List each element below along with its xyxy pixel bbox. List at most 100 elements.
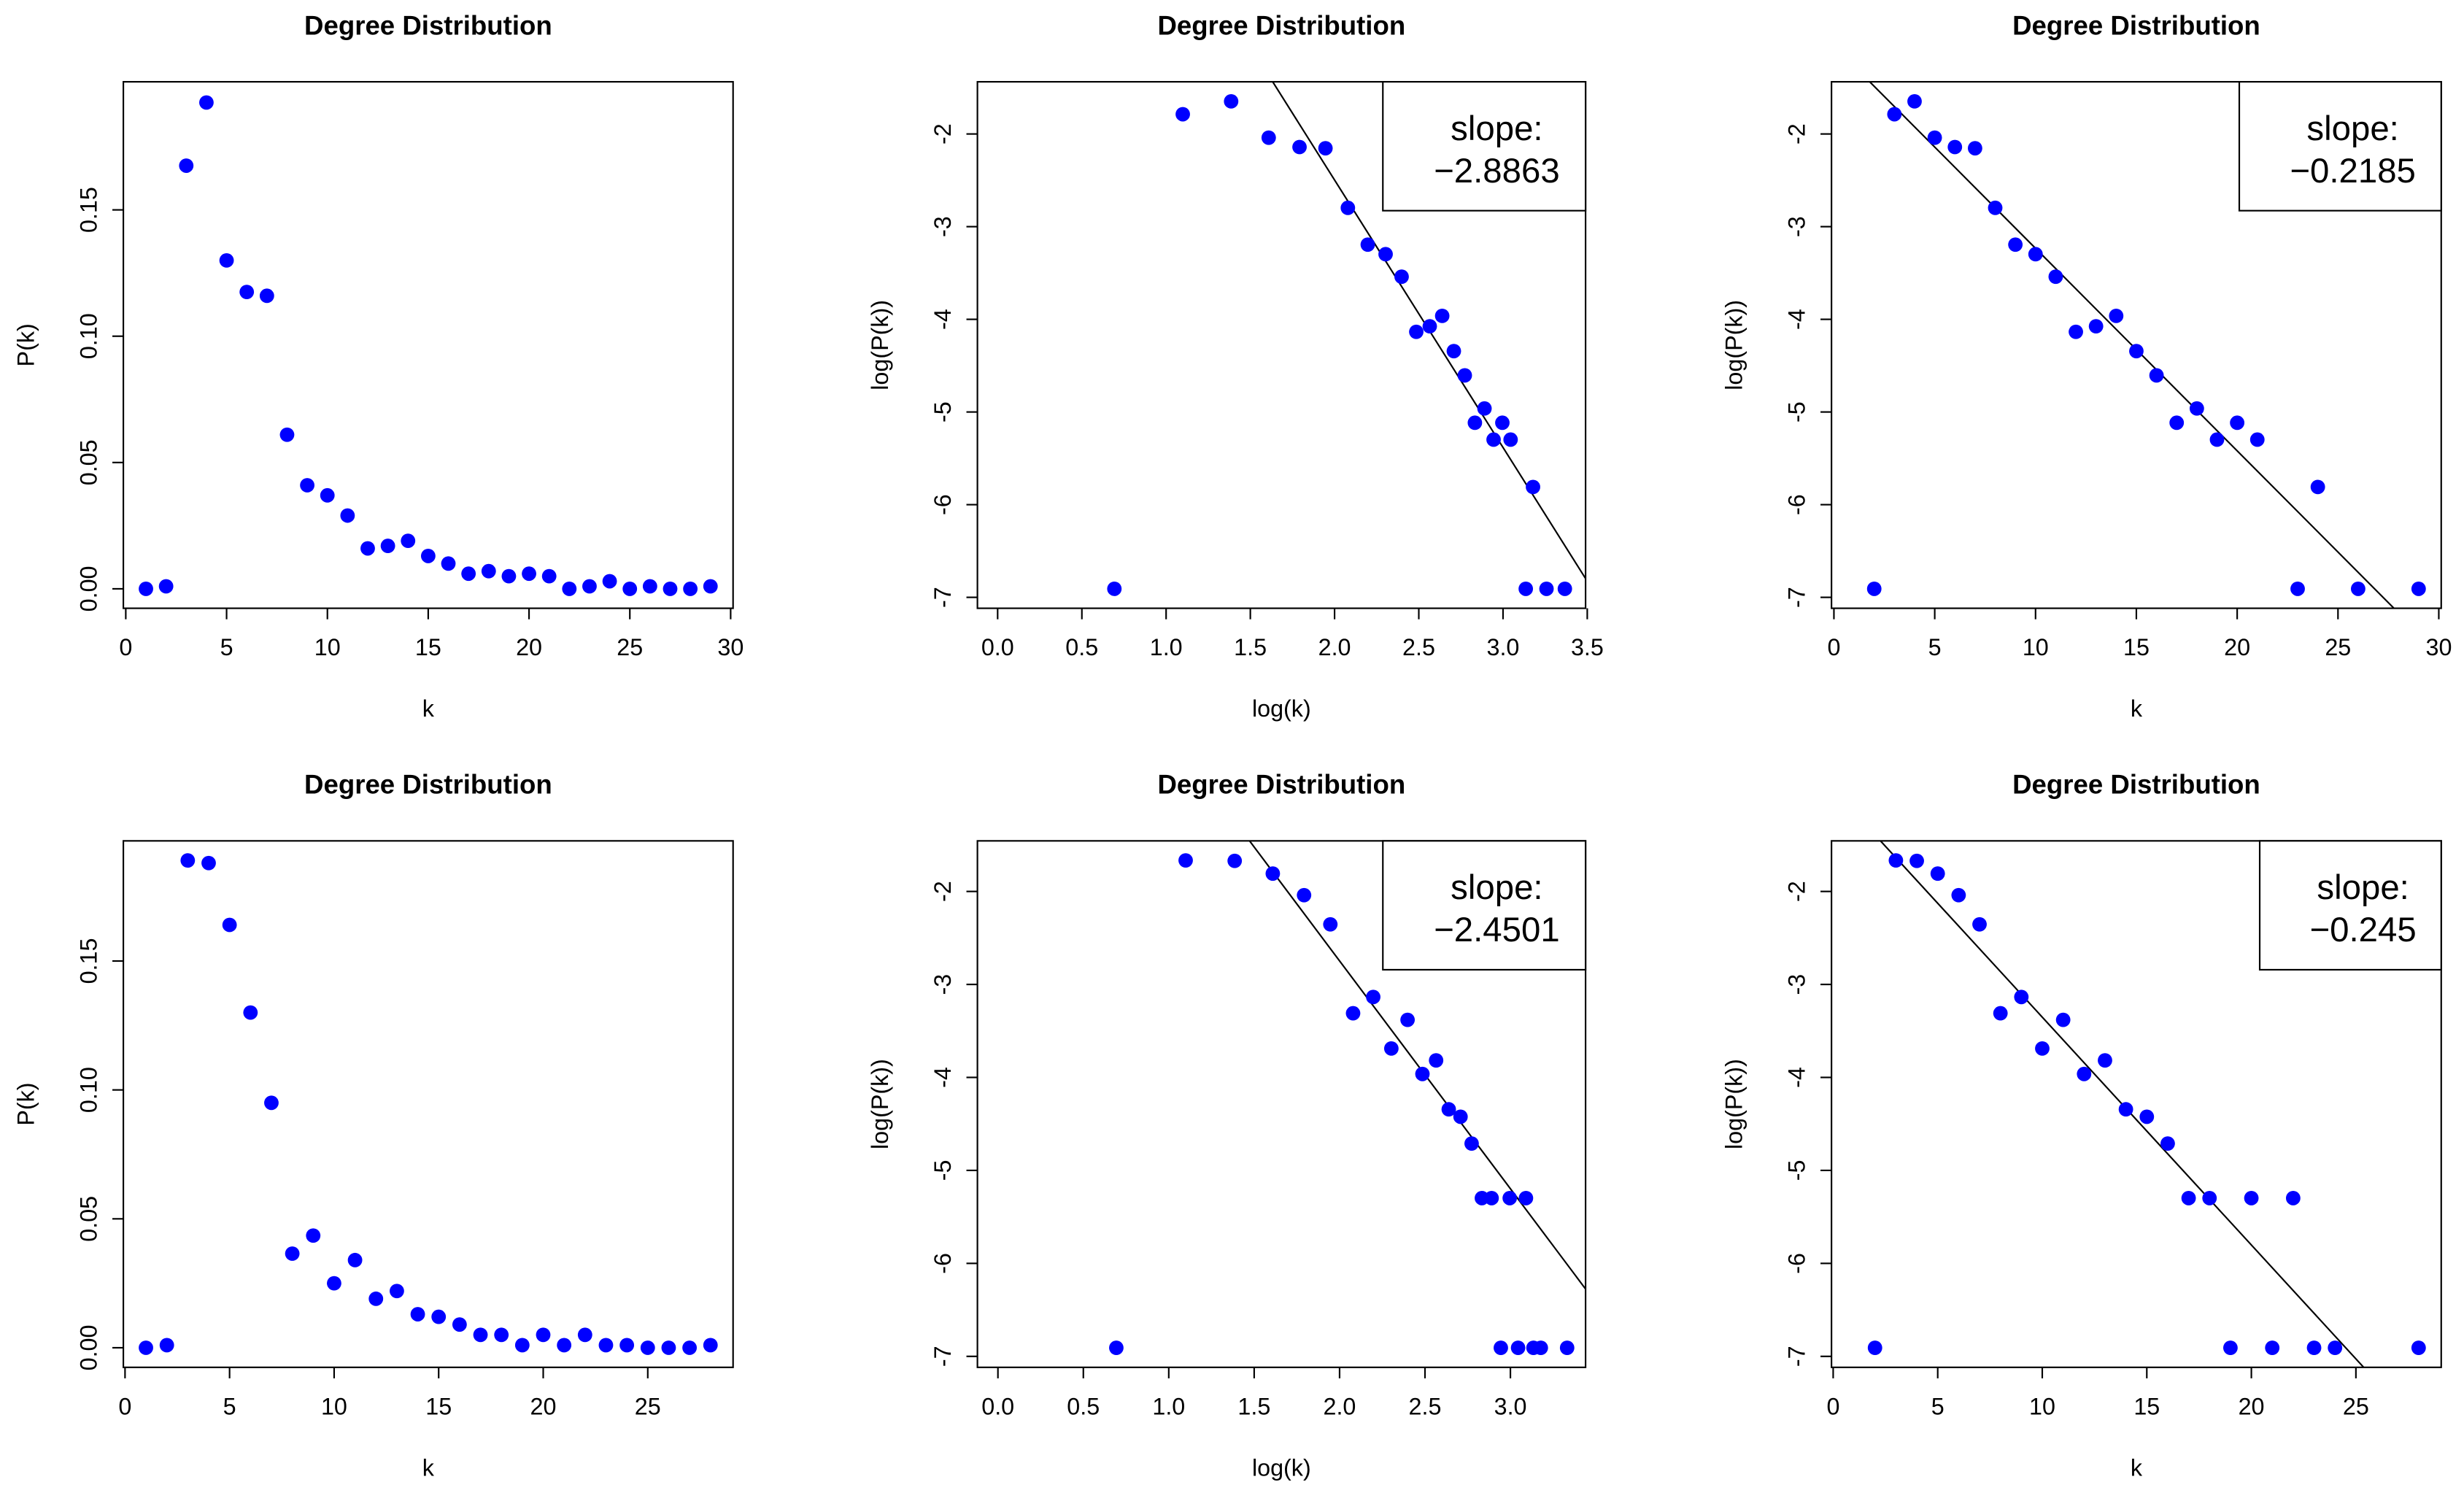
- x-tick-label: 0: [1827, 634, 1840, 660]
- legend-box: [1382, 81, 1587, 212]
- point: [1378, 247, 1393, 262]
- panel: Degree Distribution k log(P(k)) 0 5 10 15 20 25 -…: [1720, 770, 2442, 1481]
- point: [1292, 139, 1307, 155]
- point: [582, 579, 597, 594]
- point: [2328, 1340, 2343, 1355]
- plot-frame: [976, 81, 1587, 609]
- point: [619, 1338, 635, 1353]
- y-axis-label: P(k): [12, 323, 39, 366]
- point: [201, 855, 216, 871]
- y-tick-label: -6: [1784, 1253, 1810, 1274]
- point: [1888, 853, 1904, 868]
- point: [158, 579, 174, 594]
- y-tick-label: -2: [930, 123, 956, 144]
- y-tick-label: 0.05: [75, 1196, 101, 1242]
- point: [139, 582, 153, 596]
- point: [1261, 130, 1276, 145]
- point: [682, 1340, 698, 1355]
- point: [2202, 1191, 2217, 1205]
- y-tick-label: -3: [930, 974, 956, 995]
- x-axis-label: log(k): [1252, 695, 1311, 722]
- x-tick-label: 1.0: [1152, 1393, 1185, 1419]
- point: [703, 579, 718, 594]
- point: [2223, 1340, 2238, 1355]
- point: [481, 563, 496, 579]
- x-tick-label: 25: [2325, 634, 2351, 660]
- point: [2088, 319, 2104, 334]
- point: [1415, 1066, 1430, 1081]
- point: [2310, 479, 2325, 495]
- point: [1866, 582, 1882, 596]
- panel: Degree Distribution k P(k) 0 5 10 15 20 25 0.00 0.…: [12, 770, 734, 1481]
- point: [219, 252, 234, 268]
- point: [1486, 432, 1501, 447]
- y-tick-label: -7: [1784, 587, 1810, 608]
- x-tick-label: 3.5: [1571, 634, 1604, 660]
- x-tick-label: 20: [2224, 634, 2250, 660]
- point: [1533, 1340, 1548, 1355]
- point: [2411, 1340, 2426, 1355]
- point: [2055, 1012, 2071, 1027]
- point: [1967, 141, 1982, 156]
- panel-title: Degree Distribution: [1157, 770, 1405, 800]
- point: [1175, 107, 1190, 122]
- x-tick-label: 2.5: [1409, 1393, 1442, 1419]
- point: [2028, 247, 2043, 262]
- x-tick-label: 25: [2343, 1393, 2369, 1419]
- point: [306, 1228, 321, 1243]
- point: [1400, 1012, 1416, 1027]
- y-tick-label: 0.15: [75, 187, 101, 233]
- point: [2230, 415, 2245, 431]
- y-axis-label: log(P(k)): [867, 1059, 893, 1149]
- point: [501, 568, 517, 584]
- plot-frame: [976, 840, 1587, 1368]
- point: [222, 917, 237, 933]
- point: [380, 539, 395, 553]
- y-axis-label: log(P(k)): [867, 300, 893, 390]
- point: [2149, 368, 2164, 383]
- x-tick-label: 1.5: [1237, 1393, 1270, 1419]
- point: [522, 566, 536, 582]
- point: [1457, 368, 1472, 383]
- y-tick-label: -7: [930, 1346, 956, 1367]
- y-tick-label: -2: [930, 881, 956, 902]
- x-tick-label: 25: [617, 634, 643, 660]
- point: [1510, 1340, 1526, 1355]
- point: [1907, 93, 1922, 109]
- point: [2351, 582, 2365, 596]
- point: [703, 1338, 718, 1353]
- point: [473, 1327, 488, 1343]
- point: [1318, 141, 1333, 156]
- point: [1539, 582, 1554, 596]
- point: [494, 1327, 509, 1343]
- point: [1927, 130, 1942, 145]
- y-tick-label: 0.10: [75, 313, 101, 359]
- point: [2244, 1191, 2259, 1205]
- point: [2098, 1053, 2112, 1068]
- x-tick-label: 0.5: [1067, 1393, 1100, 1419]
- point: [1467, 415, 1483, 431]
- point: [285, 1246, 300, 1261]
- point: [1557, 582, 1572, 596]
- point: [2035, 1041, 2050, 1056]
- point: [2285, 1191, 2301, 1205]
- x-tick-label: 2.0: [1323, 1393, 1356, 1419]
- point: [661, 1340, 676, 1355]
- point: [1340, 200, 1356, 215]
- x-tick-label: 0: [118, 1393, 131, 1419]
- legend-value: −2.4501: [1434, 911, 1560, 949]
- point: [514, 1338, 530, 1353]
- point: [1360, 237, 1375, 252]
- y-tick-label: -6: [930, 1253, 956, 1274]
- plot-frame: [1831, 81, 2442, 609]
- legend-value: −0.2185: [2290, 152, 2416, 190]
- x-axis-label: k: [2131, 695, 2143, 722]
- point: [1502, 1191, 1518, 1205]
- point: [2129, 344, 2144, 359]
- legend-value: −0.245: [2310, 911, 2417, 949]
- x-tick-label: 2.5: [1402, 634, 1435, 660]
- point: [1366, 989, 1380, 1005]
- point: [541, 568, 557, 584]
- point: [1227, 853, 1243, 868]
